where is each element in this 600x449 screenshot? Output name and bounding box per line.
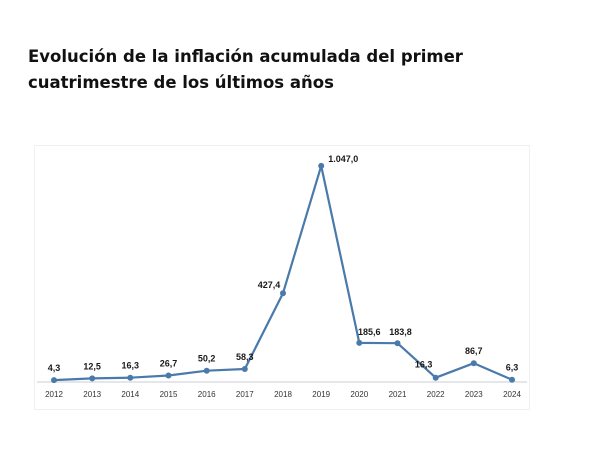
x-tick-2023: 2023: [465, 390, 483, 399]
chart-title: Evolución de la inflación acumulada del …: [28, 47, 463, 92]
x-tick-2014: 2014: [121, 390, 139, 399]
x-tick-2013: 2013: [83, 390, 101, 399]
data-point-2012: [51, 377, 57, 384]
x-tick-2016: 2016: [198, 390, 216, 399]
data-label-2016: 50,2: [198, 354, 216, 364]
x-tick-2015: 2015: [160, 390, 178, 399]
data-point-2016: [203, 367, 210, 374]
data-point-2014: [127, 374, 134, 381]
data-point-2022: [432, 374, 439, 381]
data-point-2013: [89, 375, 96, 382]
x-tick-2012: 2012: [45, 390, 63, 399]
data-label-2012: 4,3: [48, 363, 61, 373]
data-label-2019: 1.047,0: [328, 154, 358, 164]
chart-area: 4,3 2012 12,5 2013 16,3 2014 26,7 2015 50,2 2016 5…: [34, 145, 530, 410]
data-label-2018: 427,4: [258, 280, 281, 290]
data-point-2018: [280, 290, 286, 297]
data-point-2019: [318, 162, 325, 169]
data-point-2021: [394, 340, 401, 347]
data-point-2015: [165, 372, 172, 379]
data-label-2023: 86,7: [465, 346, 483, 356]
line-chart: 4,3 2012 12,5 2013 16,3 2014 26,7 2015 50,2 2016 5…: [37, 154, 527, 399]
series-line: [53, 164, 513, 382]
x-tick-2019: 2019: [312, 390, 330, 399]
data-label-2020: 185,6: [358, 327, 381, 337]
x-tick-2024: 2024: [503, 390, 521, 399]
x-tick-2022: 2022: [427, 390, 445, 399]
x-tick-2021: 2021: [389, 390, 407, 399]
data-label-2022: 16,3: [415, 360, 433, 370]
data-label-2024: 6,3: [506, 363, 519, 373]
data-label-2015: 26,7: [160, 359, 178, 369]
x-tick-2018: 2018: [274, 390, 292, 399]
data-label-2017: 58,3: [236, 352, 254, 362]
x-tick-2020: 2020: [350, 390, 368, 399]
data-point-2020: [356, 339, 363, 346]
data-point-2017: [241, 366, 248, 372]
data-label-2014: 16,3: [122, 361, 140, 371]
x-tick-2017: 2017: [236, 390, 254, 399]
data-point-2024: [509, 376, 515, 383]
data-point-2023: [470, 360, 477, 367]
data-label-2013: 12,5: [83, 361, 101, 371]
data-label-2021: 183,8: [389, 327, 412, 337]
